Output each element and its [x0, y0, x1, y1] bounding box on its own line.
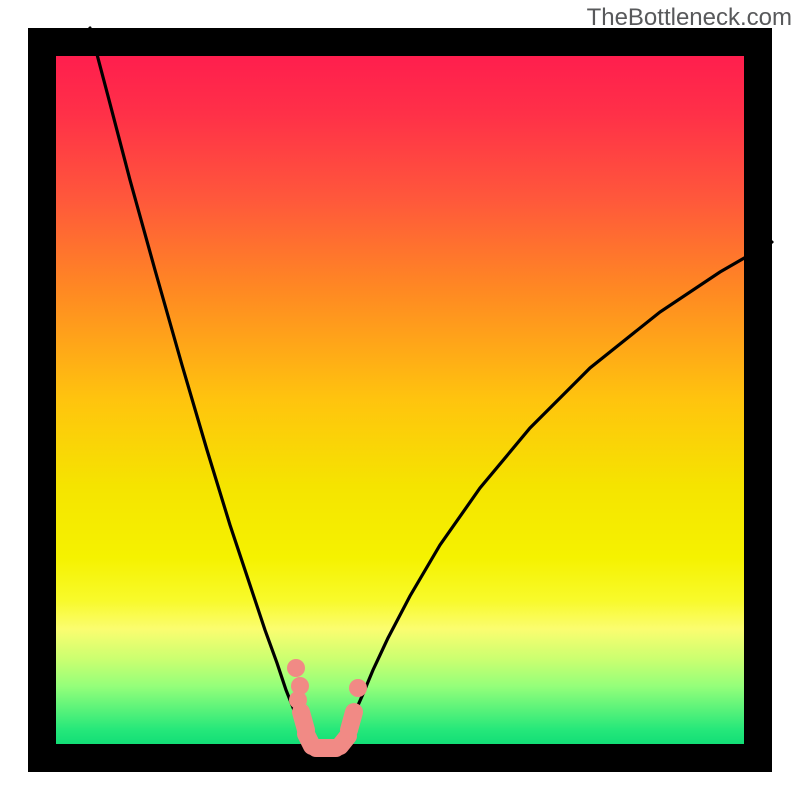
marker-dot	[287, 659, 305, 677]
marker-pill	[349, 712, 354, 730]
chart-background	[42, 42, 758, 758]
watermark-text: TheBottleneck.com	[587, 4, 792, 32]
chart-container: TheBottleneck.com	[0, 0, 800, 800]
marker-dot	[349, 679, 367, 697]
bottleneck-chart	[0, 0, 800, 800]
